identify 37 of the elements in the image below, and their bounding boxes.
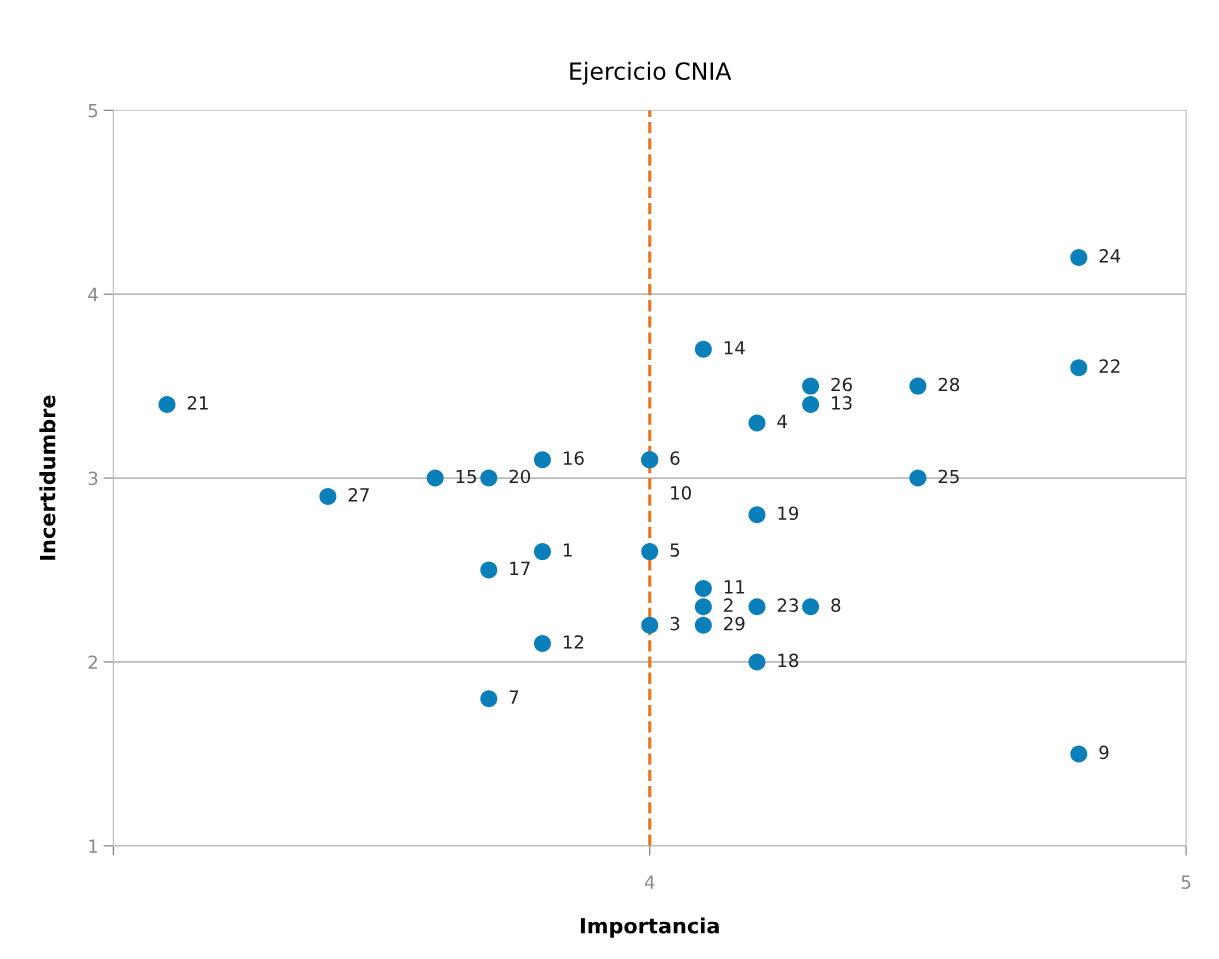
annotation: 25 [938, 469, 959, 484]
y-tick-label: 4 [88, 287, 98, 302]
annotation: 17 [510, 561, 530, 575]
y-tick-label: 5 [88, 103, 98, 118]
annotation: 28 [938, 377, 960, 392]
annotation: 2 [724, 598, 733, 612]
annotation: 26 [831, 377, 852, 392]
annotation: 22 [1099, 359, 1120, 373]
annotation: 24 [1099, 248, 1121, 263]
annotation: 15 [456, 469, 477, 484]
x-axis-title: Importancia [580, 917, 719, 938]
annotation: 11 [724, 580, 745, 594]
chart-title: Ejercicio CNIA [570, 61, 732, 85]
annotation: 19 [778, 506, 799, 521]
annotation: 8 [831, 598, 841, 613]
annotation: 29 [724, 616, 745, 631]
annotation: 6 [670, 451, 680, 465]
annotation: 27 [348, 488, 369, 502]
annotation: 12 [563, 635, 584, 649]
y-tick-label: 3 [88, 471, 98, 486]
annotation: 16 [563, 451, 584, 465]
annotation: 3 [670, 616, 680, 631]
y-tick-label: 1 [89, 839, 98, 853]
annotation: 4 [777, 414, 787, 428]
annotation: 5 [670, 543, 680, 557]
annotation: 7 [509, 690, 519, 704]
annotation: 23 [777, 598, 798, 613]
annotation: 1 [563, 543, 572, 557]
y-axis-title: Incertidumbre [39, 395, 56, 560]
annotation: 20 [509, 469, 531, 484]
annotation: 13 [832, 396, 852, 410]
annotation: 21 [187, 396, 208, 410]
annotation: 10 [671, 485, 691, 500]
annotation: 9 [1099, 745, 1109, 760]
annotation: 14 [724, 341, 745, 355]
annotation: 18 [778, 653, 799, 668]
y-tick-label: 2 [88, 655, 97, 669]
